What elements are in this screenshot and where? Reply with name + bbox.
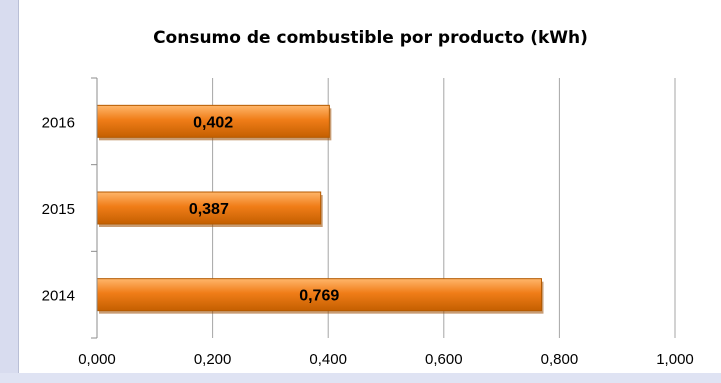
x-tick-label: 0,800	[541, 351, 579, 368]
chart-panel: Consumo de combustible por producto (kWh…	[18, 0, 721, 383]
bar-2016	[96, 104, 330, 138]
bottom-band	[0, 373, 721, 383]
bar-chart: 0,769 0,387 0,402 0,000 0,200 0,400 0,600 0,80…	[42, 77, 694, 368]
axes: 0,000 0,200 0,400 0,600 0,800 1,000 2014 2015 20…	[42, 77, 694, 368]
bar-value-label: 0,387	[189, 201, 229, 218]
x-tick-label: 0,600	[425, 351, 463, 368]
bars: 0,769 0,387 0,402	[96, 104, 544, 314]
x-tick-label: 0,400	[309, 351, 347, 368]
y-tick-label: 2015	[42, 201, 75, 218]
bar-2014	[96, 278, 542, 312]
y-tick-label: 2014	[42, 288, 75, 305]
x-tick-label: 1,000	[656, 351, 694, 368]
left-panel-strip	[0, 0, 18, 383]
bar-value-label: 0,402	[193, 114, 233, 131]
chart-title: Consumo de combustible por producto (kWh…	[153, 28, 588, 48]
y-tick-label: 2016	[42, 114, 75, 131]
x-tick-label: 0,000	[78, 351, 116, 368]
x-tick-label: 0,200	[194, 351, 232, 368]
bar-value-label: 0,769	[299, 288, 339, 305]
